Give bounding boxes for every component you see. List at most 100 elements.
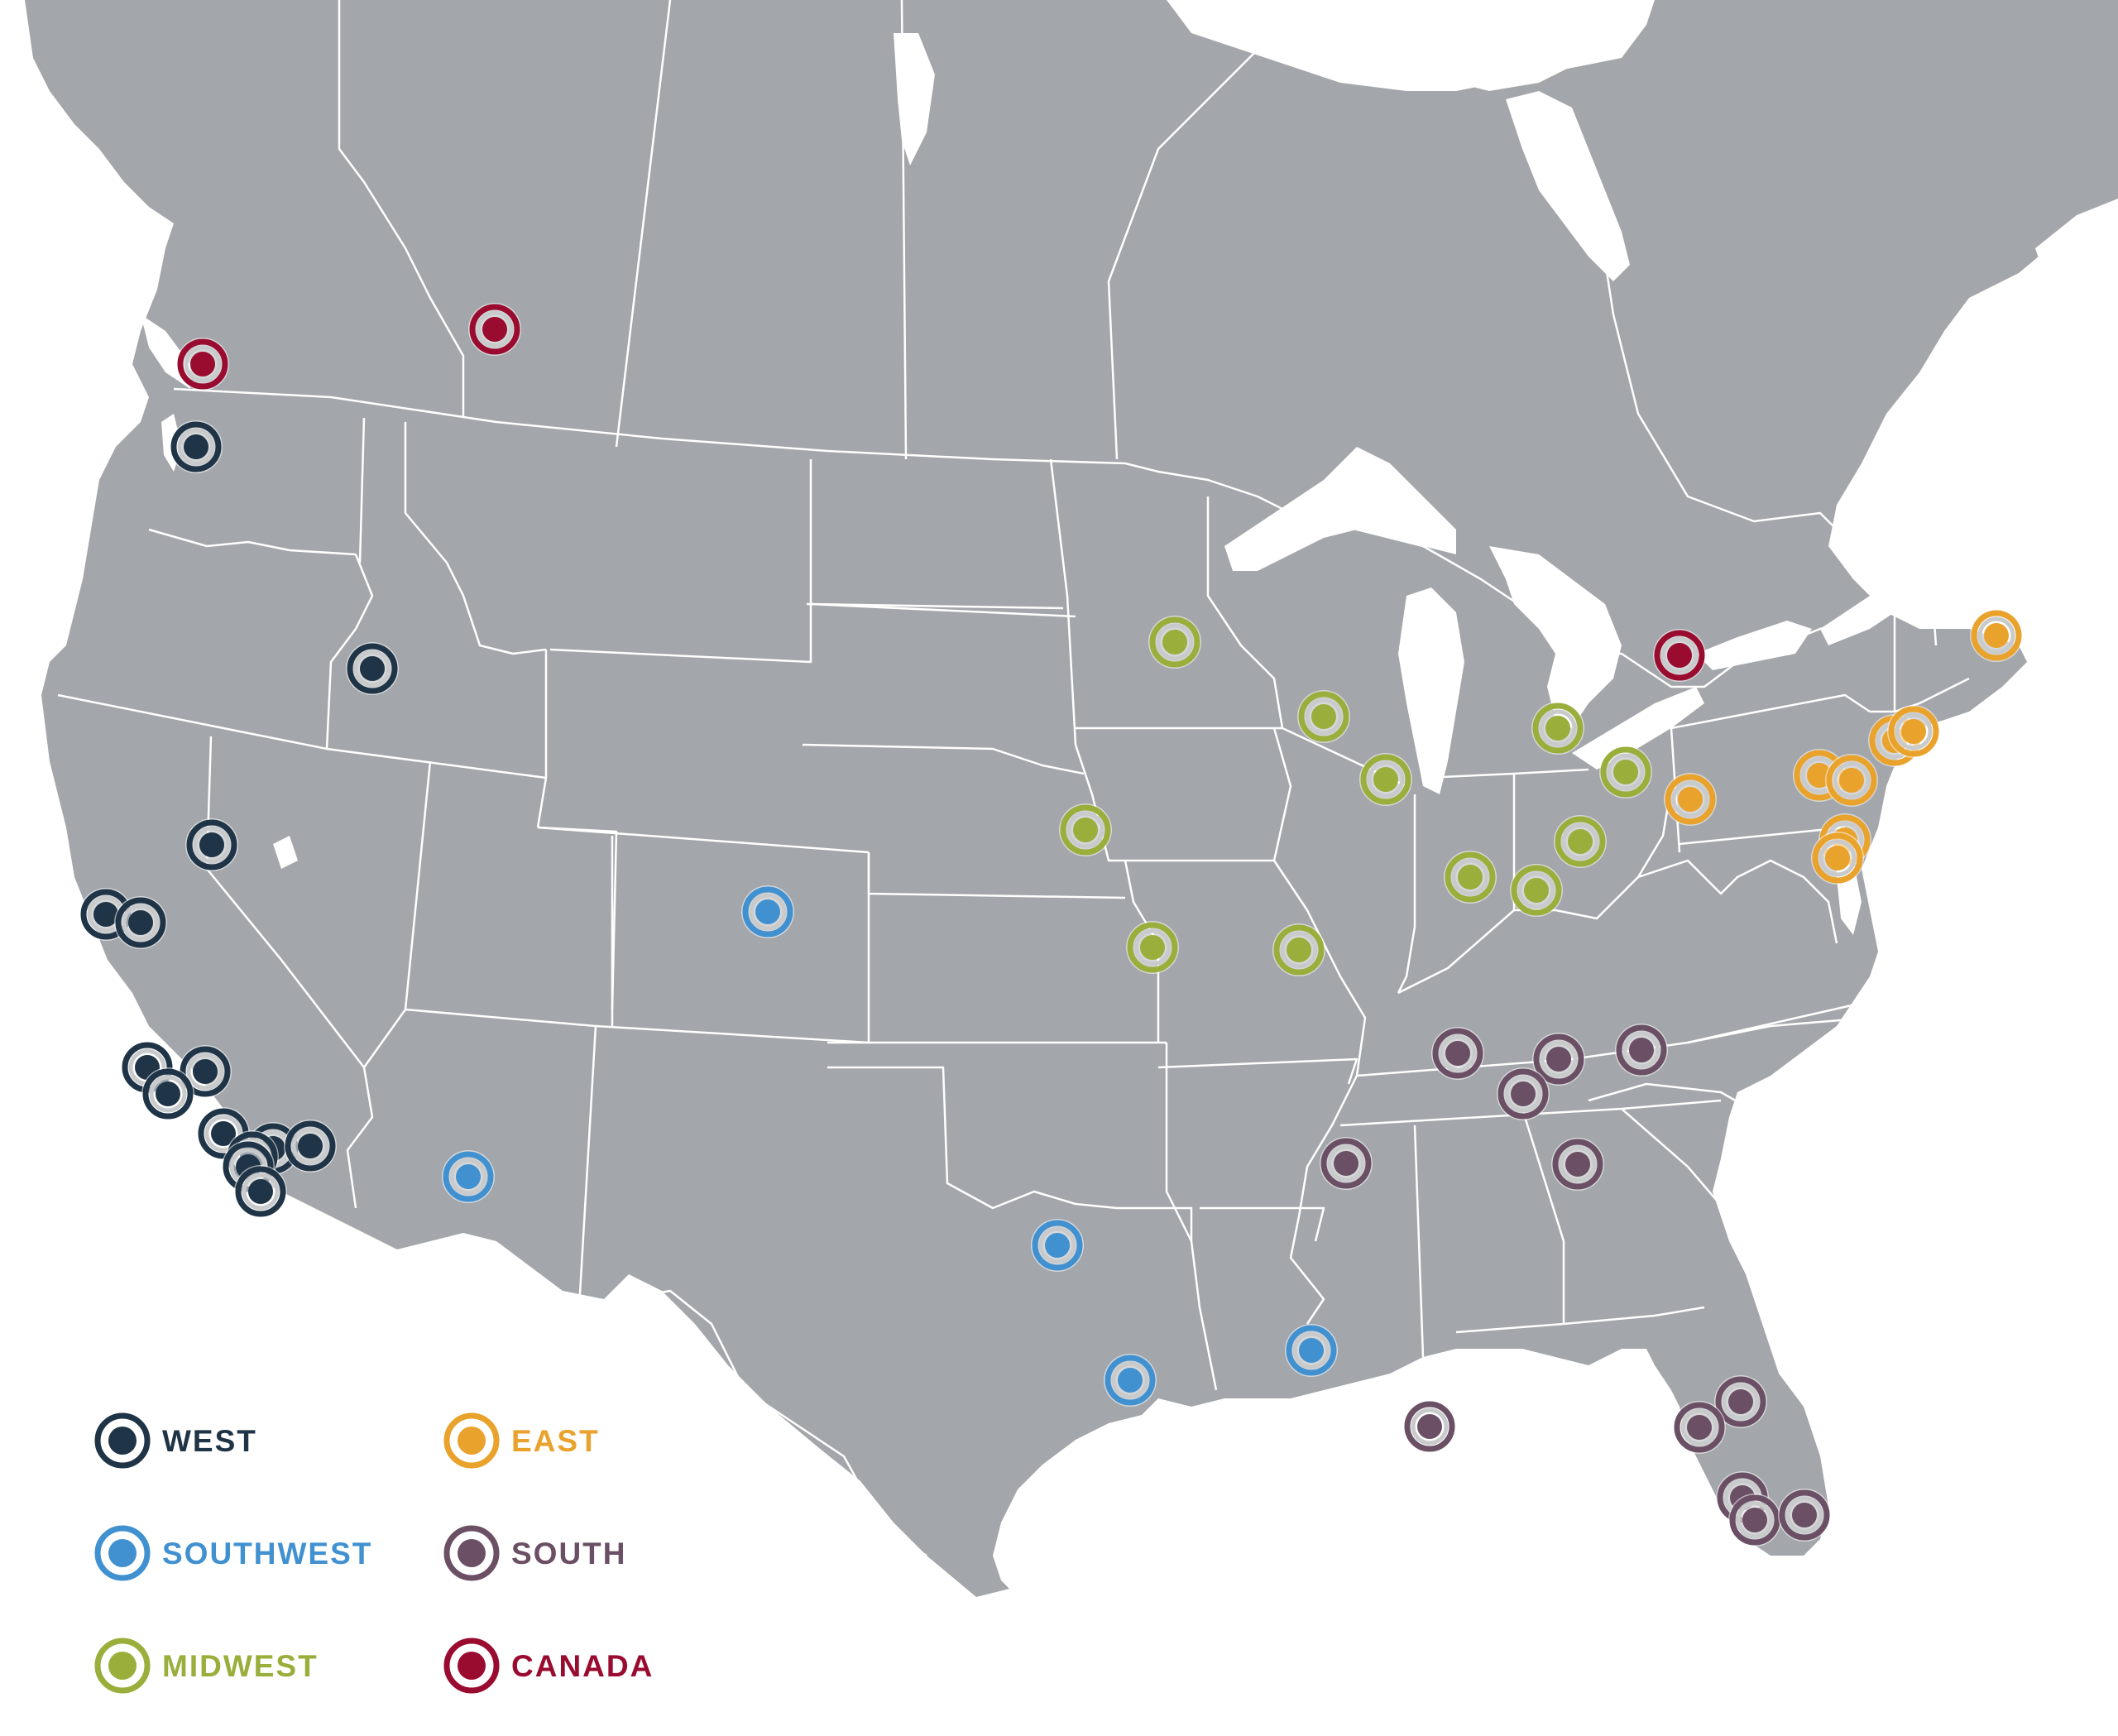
manitoba-ontario-border — [1107, 32, 1275, 460]
south-location-marker[interactable] — [1320, 1137, 1373, 1190]
marker-dot — [1045, 1233, 1070, 1258]
crimson-ring-marker-icon — [443, 1638, 500, 1694]
west-location-marker[interactable] — [346, 642, 399, 695]
marker-outer-ring — [186, 819, 237, 870]
midwest-location-marker[interactable] — [1510, 864, 1563, 917]
marker-dot — [1742, 1508, 1767, 1532]
south-location-marker[interactable] — [1551, 1138, 1604, 1191]
marker-dot — [1445, 1041, 1470, 1066]
southwest-location-marker[interactable] — [1031, 1219, 1084, 1272]
legend-item-south: SOUTH — [443, 1525, 625, 1581]
canada-location-marker[interactable] — [468, 303, 521, 356]
marker-outer-ring — [1286, 1325, 1337, 1376]
southwest-location-marker[interactable] — [741, 885, 794, 938]
east-location-marker[interactable] — [1825, 754, 1878, 807]
midwest-location-marker[interactable] — [1059, 803, 1112, 856]
marker-gap-ring — [1819, 839, 1857, 877]
marker-gap-ring — [1367, 760, 1405, 798]
us-canada-border — [173, 387, 2070, 688]
south-location-marker[interactable] — [1615, 1024, 1668, 1077]
marker-dot — [1162, 630, 1187, 655]
south-location-marker[interactable] — [1497, 1067, 1550, 1120]
wy-co-border — [537, 826, 870, 854]
east-location-marker[interactable] — [1664, 773, 1717, 826]
east-location-marker[interactable] — [1887, 705, 1940, 758]
canada-location-marker[interactable] — [1653, 629, 1706, 682]
marker-dot — [1667, 643, 1692, 668]
midwest-location-marker[interactable] — [1148, 616, 1201, 669]
marker-dot — [1524, 878, 1549, 903]
west-location-marker[interactable] — [170, 420, 223, 473]
pa-md-border — [1679, 826, 1846, 846]
marker-dot — [1511, 1081, 1536, 1106]
marker-gap-ring — [1722, 1383, 1760, 1421]
marker-outer-ring — [1273, 924, 1325, 976]
south-location-marker[interactable] — [1673, 1401, 1726, 1454]
south-location-marker[interactable] — [1714, 1375, 1767, 1428]
midwest-location-marker[interactable] — [1444, 851, 1497, 904]
marker-gap-ring — [1111, 1361, 1149, 1399]
north-america-landmass — [25, 0, 2118, 1597]
south-location-marker[interactable] — [1778, 1489, 1831, 1542]
midwest-location-marker[interactable] — [1359, 753, 1412, 806]
marker-dot — [1545, 716, 1570, 741]
west-location-marker[interactable] — [284, 1120, 337, 1173]
south-location-marker[interactable] — [1403, 1400, 1456, 1453]
marker-outer-ring — [469, 304, 520, 355]
west-location-marker[interactable] — [234, 1165, 287, 1218]
tx-mx-border — [578, 1289, 927, 1557]
west-location-marker[interactable] — [185, 818, 238, 871]
west-location-marker[interactable] — [141, 1067, 194, 1120]
midwest-location-marker[interactable] — [1126, 921, 1179, 974]
marker-gap-ring — [1038, 1226, 1076, 1264]
wa-or-border — [148, 528, 357, 556]
marker-outer-ring — [1665, 774, 1716, 825]
marker-outer-ring — [285, 1120, 336, 1172]
ok-tx-ar-border — [1165, 1043, 1218, 1391]
idaho-montana-border — [404, 422, 547, 655]
location-markers — [79, 303, 2023, 1547]
midwest-location-marker[interactable] — [1554, 815, 1607, 868]
east-location-marker[interactable] — [1970, 609, 2023, 662]
southwest-location-marker[interactable] — [442, 1150, 495, 1203]
nm-tx-border — [827, 1066, 1193, 1241]
south-location-marker[interactable] — [1431, 1027, 1484, 1080]
marker-dot — [1901, 719, 1926, 744]
midwest-location-marker[interactable] — [1297, 690, 1350, 743]
marker-outer-ring — [1404, 1401, 1455, 1452]
marker-dot — [1678, 787, 1703, 812]
marker-outer-ring — [1497, 1068, 1549, 1120]
west-location-marker[interactable] — [114, 896, 167, 949]
marker-dot — [193, 1059, 218, 1084]
montana-wy-border — [549, 604, 812, 664]
east-location-marker[interactable] — [1811, 832, 1864, 885]
orange-ring-marker-icon — [443, 1412, 500, 1469]
midwest-location-marker[interactable] — [1599, 746, 1652, 798]
midwest-location-marker[interactable] — [1272, 923, 1325, 976]
midwest-location-marker[interactable] — [1531, 702, 1584, 755]
south-location-marker[interactable] — [1532, 1033, 1585, 1086]
marker-gap-ring — [1451, 858, 1489, 896]
marker-dot — [248, 1179, 273, 1204]
southwest-location-marker[interactable] — [1285, 1324, 1338, 1377]
marker-gap-ring — [149, 1075, 187, 1113]
marker-outer-ring — [1360, 754, 1411, 805]
marker-dot — [360, 656, 385, 681]
marker-outer-ring — [180, 1046, 231, 1097]
canada-location-marker[interactable] — [176, 338, 229, 391]
marker-dot — [1984, 623, 2009, 648]
legend-label: CANADA — [511, 1649, 654, 1683]
nd-mn-border — [1049, 458, 1077, 746]
gulf-of-saint-lawrence — [2035, 199, 2118, 348]
marker-outer-ring — [1127, 922, 1178, 973]
marker-gap-ring — [1156, 623, 1194, 661]
marker-outer-ring — [1674, 1402, 1725, 1453]
or-ca-nv-border — [57, 693, 547, 779]
marker-gap-ring — [749, 893, 787, 931]
south-location-marker[interactable] — [1728, 1494, 1781, 1547]
marker-gap-ring — [1977, 616, 2015, 655]
marker-outer-ring — [1432, 1028, 1483, 1079]
marker-outer-ring — [1532, 703, 1584, 754]
southwest-location-marker[interactable] — [1104, 1354, 1157, 1407]
marker-outer-ring — [235, 1166, 286, 1217]
